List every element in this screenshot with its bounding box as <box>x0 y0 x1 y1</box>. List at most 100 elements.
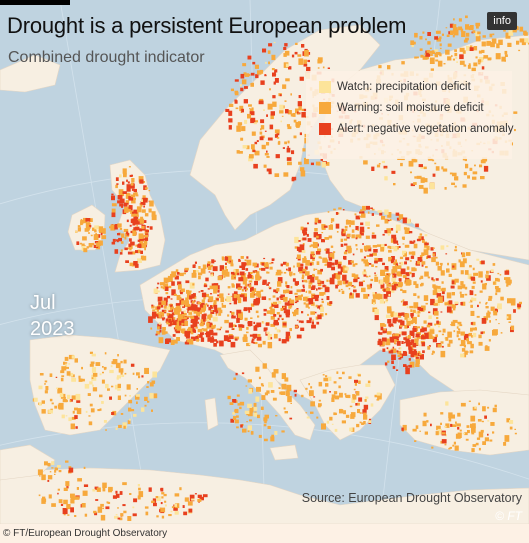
drought-cell <box>405 367 410 375</box>
drought-cell <box>482 406 486 412</box>
drought-cell <box>391 354 396 360</box>
drought-cell <box>247 307 252 311</box>
drought-cell <box>445 302 450 306</box>
drought-cell <box>403 337 407 340</box>
drought-cell <box>429 47 432 50</box>
drought-cell <box>426 256 428 259</box>
drought-cell <box>115 239 119 242</box>
drought-cell <box>440 350 446 358</box>
drought-cell <box>270 323 276 327</box>
drought-cell <box>414 341 419 346</box>
drought-cell <box>447 43 452 47</box>
drought-cell <box>469 167 473 171</box>
drought-cell <box>298 266 304 272</box>
drought-cell <box>422 240 425 243</box>
drought-cell <box>218 313 222 316</box>
drought-cell <box>83 245 86 247</box>
drought-cell <box>408 251 413 255</box>
drought-cell <box>402 250 407 256</box>
drought-cell <box>518 301 522 305</box>
drought-cell <box>141 375 144 378</box>
drought-cell <box>87 222 90 225</box>
drought-cell <box>315 251 321 255</box>
drought-cell <box>380 323 385 327</box>
drought-cell <box>144 396 148 401</box>
drought-cell <box>109 396 112 400</box>
drought-cell <box>232 399 237 403</box>
drought-cell <box>247 430 250 433</box>
drought-cell <box>315 304 318 308</box>
drought-cell <box>217 276 223 281</box>
drought-cell <box>275 290 278 294</box>
drought-cell <box>487 310 490 313</box>
drought-cell <box>430 54 433 56</box>
drought-cell <box>419 255 423 259</box>
drought-cell <box>328 376 332 381</box>
drought-cell <box>232 411 236 415</box>
drought-cell <box>390 311 395 316</box>
drought-cell <box>305 412 308 414</box>
drought-cell <box>473 272 478 276</box>
drought-cell <box>176 295 181 301</box>
drought-cell <box>54 470 57 473</box>
drought-cell <box>359 412 362 414</box>
drought-cell <box>129 238 132 242</box>
drought-cell <box>428 311 431 314</box>
drought-cell <box>164 504 167 507</box>
drought-cell <box>401 312 405 316</box>
drought-cell <box>63 361 66 365</box>
drought-cell <box>476 315 480 318</box>
drought-cell <box>452 444 455 447</box>
drought-cell <box>399 347 402 350</box>
drought-cell <box>142 255 147 261</box>
drought-cell <box>164 301 168 306</box>
drought-cell <box>352 253 355 256</box>
drought-cell <box>457 324 460 327</box>
drought-cell <box>524 38 529 44</box>
info-button[interactable]: info <box>487 12 517 30</box>
drought-cell <box>262 48 267 53</box>
drought-cell <box>459 261 465 268</box>
drought-cell <box>327 261 332 268</box>
drought-cell <box>454 301 459 304</box>
drought-cell <box>338 289 341 292</box>
drought-cell <box>491 38 497 44</box>
drought-cell <box>266 168 272 172</box>
drought-cell <box>415 223 419 228</box>
drought-cell <box>249 283 252 285</box>
drought-cell <box>181 300 185 305</box>
drought-cell <box>492 407 497 413</box>
drought-cell <box>356 391 360 396</box>
drought-cell <box>383 294 388 299</box>
drought-cell <box>295 121 301 127</box>
drought-cell <box>257 70 262 75</box>
drought-cell <box>425 302 428 305</box>
drought-cell <box>288 267 291 272</box>
drought-cell <box>441 290 445 295</box>
drought-cell <box>110 224 116 231</box>
drought-cell <box>264 74 267 76</box>
drought-cell <box>160 312 165 317</box>
drought-cell <box>282 84 287 89</box>
drought-cell <box>120 513 124 517</box>
drought-cell <box>431 50 436 54</box>
drought-cell <box>264 153 269 156</box>
drought-cell <box>513 111 518 114</box>
drought-cell <box>235 325 237 327</box>
drought-cell <box>408 364 412 368</box>
drought-cell <box>169 308 172 311</box>
drought-cell <box>492 311 495 313</box>
drought-cell <box>393 312 398 317</box>
drought-cell <box>325 259 328 262</box>
drought-cell <box>100 232 103 236</box>
drought-cell <box>395 285 398 289</box>
drought-cell <box>344 225 348 229</box>
drought-cell <box>244 73 250 77</box>
drought-cell <box>287 126 292 130</box>
drought-cell <box>301 320 304 324</box>
drought-cell <box>435 256 438 259</box>
drought-cell <box>446 34 450 37</box>
drought-cell <box>397 314 402 318</box>
drought-cell <box>391 278 396 282</box>
drought-cell <box>254 120 258 123</box>
